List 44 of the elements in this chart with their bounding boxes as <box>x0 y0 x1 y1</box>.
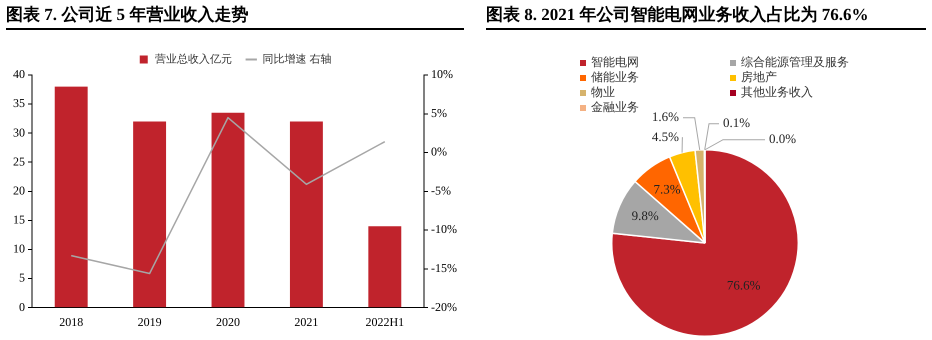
y2-tick-label: 10% <box>431 67 454 82</box>
x-tick-label: 2020 <box>216 314 240 329</box>
x-tick-label: 2022H1 <box>365 314 404 329</box>
y-tick-label: 15 <box>13 212 25 227</box>
x-tick-label: 2021 <box>294 314 318 329</box>
data-label: 0.1% <box>723 115 750 130</box>
y2-tick-label: -20% <box>431 300 458 314</box>
legend-label: 房地产 <box>740 70 778 85</box>
data-label: 76.6% <box>726 277 761 292</box>
legend-label: 储能业务 <box>590 70 640 85</box>
data-label: 4.5% <box>652 129 680 144</box>
y2-tick-label: -15% <box>431 260 458 275</box>
legend-label: 其他业务收入 <box>740 85 814 100</box>
y-tick-label: 30 <box>13 125 25 140</box>
legend-label: 智能电网 <box>590 55 640 70</box>
legend-label: 综合能源管理及服务 <box>740 55 850 70</box>
data-label: 7.3% <box>654 181 681 196</box>
y-tick-label: 40 <box>13 67 25 82</box>
y-tick-label: 5 <box>19 270 25 285</box>
x-tick-label: 2018 <box>59 314 84 329</box>
legend-label: 同比增速 右轴 <box>262 52 332 66</box>
text: 0.0% <box>769 131 796 146</box>
data-label: 1.6% <box>652 109 680 124</box>
y2-tick-label: 0% <box>431 144 448 159</box>
chart-title: 图表 8. 2021 年公司智能电网业务收入占比为 76.6% <box>486 4 926 30</box>
bar <box>368 226 402 308</box>
y2-tick-label: 5% <box>431 106 448 120</box>
chart-title: 图表 7. 公司近 5 年营业收入走势 <box>6 4 464 30</box>
bar <box>54 86 88 308</box>
bar <box>212 112 244 308</box>
bar <box>290 122 323 308</box>
y-tick-label: 20 <box>13 183 25 198</box>
y2-tick-label: -5% <box>431 183 452 198</box>
bar <box>133 122 166 308</box>
y-tick-label: 10 <box>13 242 25 256</box>
x-tick-label: 2019 <box>138 314 162 329</box>
y-tick-label: 25 <box>13 154 25 168</box>
y2-tick-label: -10% <box>431 222 458 236</box>
legend-label: 营业总收入亿元 <box>154 52 232 66</box>
y-tick-label: 35 <box>13 96 25 110</box>
y-tick-label: 0 <box>19 300 25 314</box>
legend-label: 金融业务 <box>591 100 639 114</box>
data-label: 9.8% <box>632 208 659 224</box>
legend-label: 物业 <box>590 85 616 100</box>
